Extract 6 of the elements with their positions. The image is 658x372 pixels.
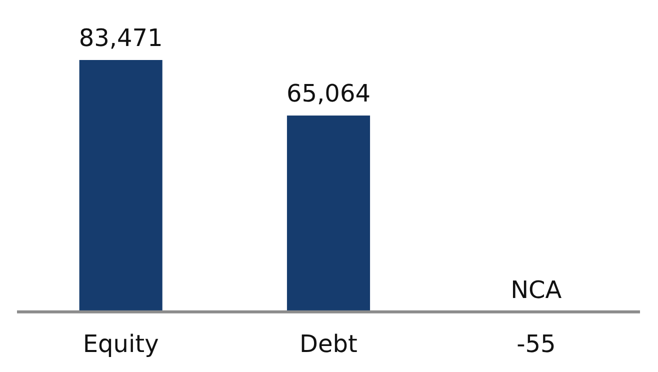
- x-tick-label: NCA: [510, 276, 562, 304]
- data-label: 65,064: [286, 80, 370, 108]
- data-label: 83,471: [78, 24, 163, 52]
- x-tick-label: Equity: [82, 330, 159, 358]
- data-label: -55: [516, 330, 556, 358]
- x-tick-label: Debt: [300, 330, 358, 358]
